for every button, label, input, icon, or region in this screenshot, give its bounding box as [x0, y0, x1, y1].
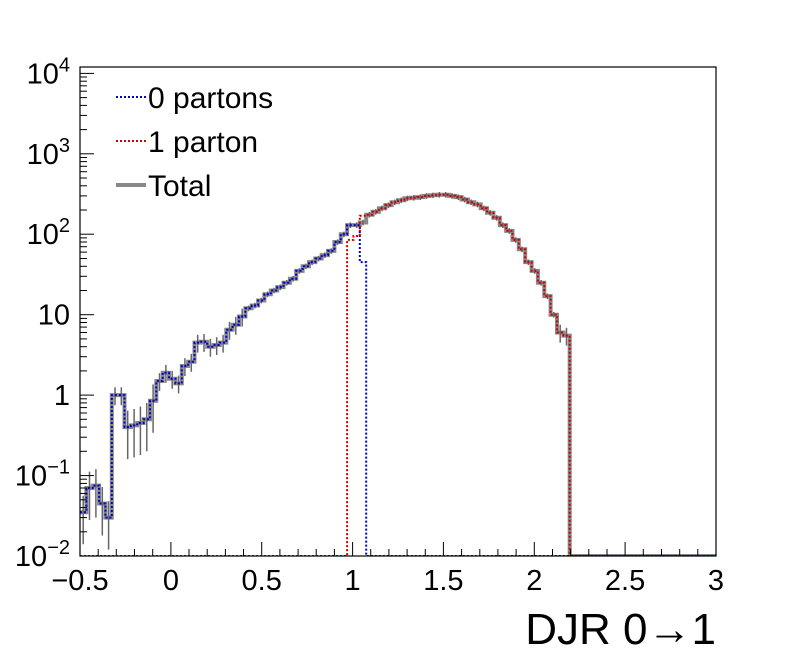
y-axis-ticks: [80, 72, 94, 557]
y-tick-label: 1: [54, 380, 70, 412]
series-layer: [80, 192, 716, 556]
plot-frame: [79, 66, 717, 557]
y-tick-label: 103: [27, 135, 70, 171]
legend: 0 partons 1 parton Total: [116, 82, 273, 203]
x-tick-label: 1: [345, 565, 361, 597]
legend-label: 1 parton: [148, 126, 258, 159]
x-tick-label: 2: [526, 565, 542, 597]
legend-label: 0 partons: [148, 82, 273, 115]
y-tick-label: 10: [38, 300, 70, 332]
x-tick-label: 0.5: [242, 565, 282, 597]
x-tick-label: 3: [708, 565, 724, 597]
x-tick-label: 1.5: [423, 565, 463, 597]
x-tick-label: −0.5: [51, 565, 108, 597]
y-axis-tick-labels: 10−2 10−1 1 10 102 103 104: [15, 54, 70, 573]
x-axis-tick-labels: −0.5 0 0.5 1 1.5 2 2.5 3: [51, 565, 724, 597]
y-tick-label: 104: [27, 54, 70, 90]
y-tick-label: 102: [27, 215, 70, 251]
x-tick-label: 0: [163, 565, 179, 597]
y-tick-label: 10−2: [15, 537, 70, 573]
series-line-0-partons: [80, 224, 716, 556]
x-axis-ticks: [79, 542, 717, 556]
x-tick-label: 2.5: [605, 565, 645, 597]
legend-label: Total: [148, 170, 211, 203]
y-tick-label: 10−1: [15, 457, 70, 493]
x-axis-title: DJR 0→1: [525, 605, 716, 654]
